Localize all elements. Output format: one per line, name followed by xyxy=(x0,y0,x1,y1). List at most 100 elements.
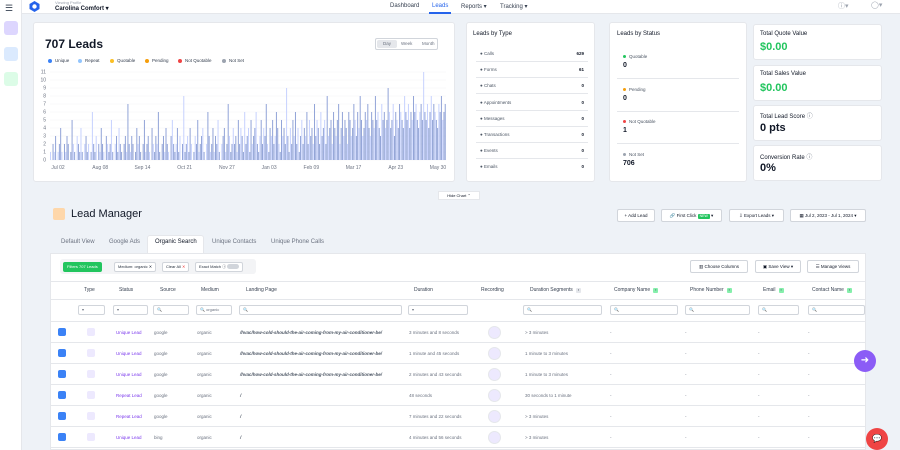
landing-page-link[interactable]: /hvac/how-cold-should-the-air-coming-fro… xyxy=(240,330,383,335)
chart-bar[interactable] xyxy=(183,96,185,160)
chart-bar[interactable] xyxy=(157,112,159,160)
chart-bar[interactable] xyxy=(340,128,342,160)
chart-bar[interactable] xyxy=(74,152,76,160)
chart-bar[interactable] xyxy=(316,120,318,160)
chart-bar[interactable] xyxy=(174,152,176,160)
chart-bar[interactable] xyxy=(202,128,204,160)
chart-bar[interactable] xyxy=(261,144,263,160)
chart-bar[interactable] xyxy=(140,152,142,160)
chart-bar[interactable] xyxy=(63,144,65,160)
chart-bar[interactable] xyxy=(208,136,210,160)
chart-bar[interactable] xyxy=(112,152,114,160)
chart-bar[interactable] xyxy=(395,112,397,160)
chart-bar[interactable] xyxy=(407,104,409,160)
chart-bar[interactable] xyxy=(423,72,425,160)
chart-bar[interactable] xyxy=(70,152,72,160)
chart-bar[interactable] xyxy=(159,152,161,160)
chart-bar[interactable] xyxy=(291,144,293,160)
chart-bar[interactable] xyxy=(60,128,62,160)
chart-bar[interactable] xyxy=(232,128,234,160)
chart-bar[interactable] xyxy=(118,128,120,160)
chart-bar[interactable] xyxy=(146,144,148,160)
chart-bar[interactable] xyxy=(348,112,350,160)
chart-bar[interactable] xyxy=(405,112,407,160)
chart-bar[interactable] xyxy=(176,128,178,160)
chart-bar[interactable] xyxy=(303,128,305,160)
help-icon[interactable]: ⓘ▾ xyxy=(838,3,849,10)
chart-bar[interactable] xyxy=(211,144,213,160)
column-header-company-name[interactable]: Company Name ▪ xyxy=(614,287,659,293)
person-icon[interactable] xyxy=(4,72,18,86)
chart-bar[interactable] xyxy=(79,152,81,160)
chart-bar[interactable] xyxy=(190,144,192,160)
chart-bar[interactable] xyxy=(414,112,416,160)
tab-organic-search[interactable]: Organic Search xyxy=(155,239,197,245)
chart-bar[interactable] xyxy=(235,136,237,160)
chart-bar[interactable] xyxy=(352,128,354,160)
chart-bar[interactable] xyxy=(124,136,126,160)
status-filter[interactable]: ▾ xyxy=(113,305,148,315)
chart-bar[interactable] xyxy=(311,128,313,160)
chart-bar[interactable] xyxy=(430,96,432,160)
manage-views-button[interactable]: ☰ Manage Views xyxy=(807,260,859,273)
chart-bar[interactable] xyxy=(194,136,196,160)
chart-bar[interactable] xyxy=(284,144,286,160)
chart-bar[interactable] xyxy=(231,144,233,160)
chart-bar[interactable] xyxy=(382,120,384,160)
chart-bar[interactable] xyxy=(197,120,199,160)
chart-bar[interactable] xyxy=(296,144,298,160)
chart-bar[interactable] xyxy=(136,128,138,160)
period-month[interactable]: Month xyxy=(422,41,435,46)
chart-bar[interactable] xyxy=(207,112,209,160)
chart-bar[interactable] xyxy=(239,144,241,160)
chart-bar[interactable] xyxy=(425,120,427,160)
chart-bar[interactable] xyxy=(317,128,319,160)
chart-bar[interactable] xyxy=(440,96,442,160)
chart-bar[interactable] xyxy=(380,136,382,160)
chart-bar[interactable] xyxy=(242,152,244,160)
legend-quotable[interactable]: Quotable xyxy=(110,58,135,63)
chart-bar[interactable] xyxy=(368,128,370,160)
chart-bar[interactable] xyxy=(218,152,220,160)
chart-bar[interactable] xyxy=(147,136,149,160)
chart-bar[interactable] xyxy=(269,128,271,160)
chart-bar[interactable] xyxy=(185,144,187,160)
chart-bar[interactable] xyxy=(58,144,60,160)
chart-bar[interactable] xyxy=(206,144,208,160)
chart-bar[interactable] xyxy=(272,120,274,160)
chart-bar[interactable] xyxy=(145,152,147,160)
chart-bar[interactable] xyxy=(396,120,398,160)
chart-bar[interactable] xyxy=(381,104,383,160)
chart-bar[interactable] xyxy=(325,144,327,160)
chart-bar[interactable] xyxy=(383,112,385,160)
landing-page-link[interactable]: /hvac/how-cold-should-the-air-coming-fro… xyxy=(240,372,383,377)
chart-bar[interactable] xyxy=(359,96,361,160)
column-header-medium[interactable]: Medium xyxy=(201,287,219,293)
landing-page-link[interactable]: /hvac/how-cold-should-the-air-coming-fro… xyxy=(240,351,383,356)
type-filter[interactable]: ▾ xyxy=(78,305,105,315)
chart-bar[interactable] xyxy=(402,128,404,160)
chart-bar[interactable] xyxy=(435,120,437,160)
chart-bar[interactable] xyxy=(81,152,83,160)
chart-bar[interactable] xyxy=(357,112,359,160)
recording-play-icon[interactable] xyxy=(488,389,501,402)
users-icon[interactable] xyxy=(4,47,18,61)
chart-bar[interactable] xyxy=(179,136,181,160)
chart-bar[interactable] xyxy=(67,144,69,160)
contact-icon[interactable] xyxy=(58,349,66,357)
chart-bar[interactable] xyxy=(138,136,140,160)
chart-bar[interactable] xyxy=(222,136,224,160)
period-day[interactable]: Day xyxy=(383,41,392,46)
chart-bar[interactable] xyxy=(240,128,242,160)
nav-reports[interactable]: Reports ▾ xyxy=(461,4,487,10)
chart-bar[interactable] xyxy=(217,120,219,160)
chart-bar[interactable] xyxy=(57,152,59,160)
chart-bar[interactable] xyxy=(131,136,133,160)
chart-bar[interactable] xyxy=(367,104,369,160)
chart-bar[interactable] xyxy=(225,152,227,160)
chart-bar[interactable] xyxy=(189,128,191,160)
chart-bar[interactable] xyxy=(433,104,435,160)
chart-bar[interactable] xyxy=(374,96,376,160)
chart-bar[interactable] xyxy=(443,112,445,160)
contact-icon[interactable] xyxy=(58,433,66,441)
